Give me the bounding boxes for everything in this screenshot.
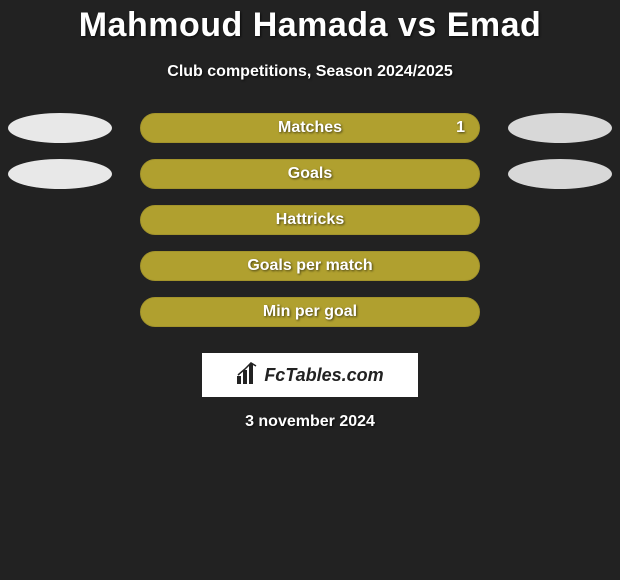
bar-wrap: Hattricks <box>112 205 508 235</box>
stat-row: Matches 1 <box>0 105 620 151</box>
bar-wrap: Goals per match <box>112 251 508 281</box>
logo-box: FcTables.com <box>202 353 418 397</box>
bar-wrap: Min per goal <box>112 297 508 327</box>
right-oval <box>508 159 612 189</box>
stat-bar: Matches 1 <box>140 113 480 143</box>
stat-label: Hattricks <box>276 211 344 229</box>
logo-bars-icon <box>236 362 260 389</box>
page-subtitle: Club competitions, Season 2024/2025 <box>0 63 620 81</box>
stat-row: Min per goal <box>0 289 620 335</box>
stat-label: Min per goal <box>263 303 357 321</box>
stat-bar: Goals per match <box>140 251 480 281</box>
stat-value-right: 1 <box>456 119 465 137</box>
stat-bar: Min per goal <box>140 297 480 327</box>
right-oval <box>508 113 612 143</box>
stat-row: Hattricks <box>0 197 620 243</box>
bar-wrap: Goals <box>112 159 508 189</box>
date-line: 3 november 2024 <box>0 413 620 431</box>
left-oval <box>8 113 112 143</box>
stat-bar: Goals <box>140 159 480 189</box>
stat-row: Goals <box>0 151 620 197</box>
stat-label: Goals <box>288 165 332 183</box>
bar-wrap: Matches 1 <box>112 113 508 143</box>
stat-label: Matches <box>278 119 342 137</box>
stat-row: Goals per match <box>0 243 620 289</box>
logo-text: FcTables.com <box>264 365 383 386</box>
page-title: Mahmoud Hamada vs Emad <box>0 0 620 45</box>
comparison-rows: Matches 1 Goals Hattricks Goals per match Min… <box>0 105 620 335</box>
left-oval <box>8 159 112 189</box>
stat-bar: Hattricks <box>140 205 480 235</box>
stat-label: Goals per match <box>247 257 372 275</box>
